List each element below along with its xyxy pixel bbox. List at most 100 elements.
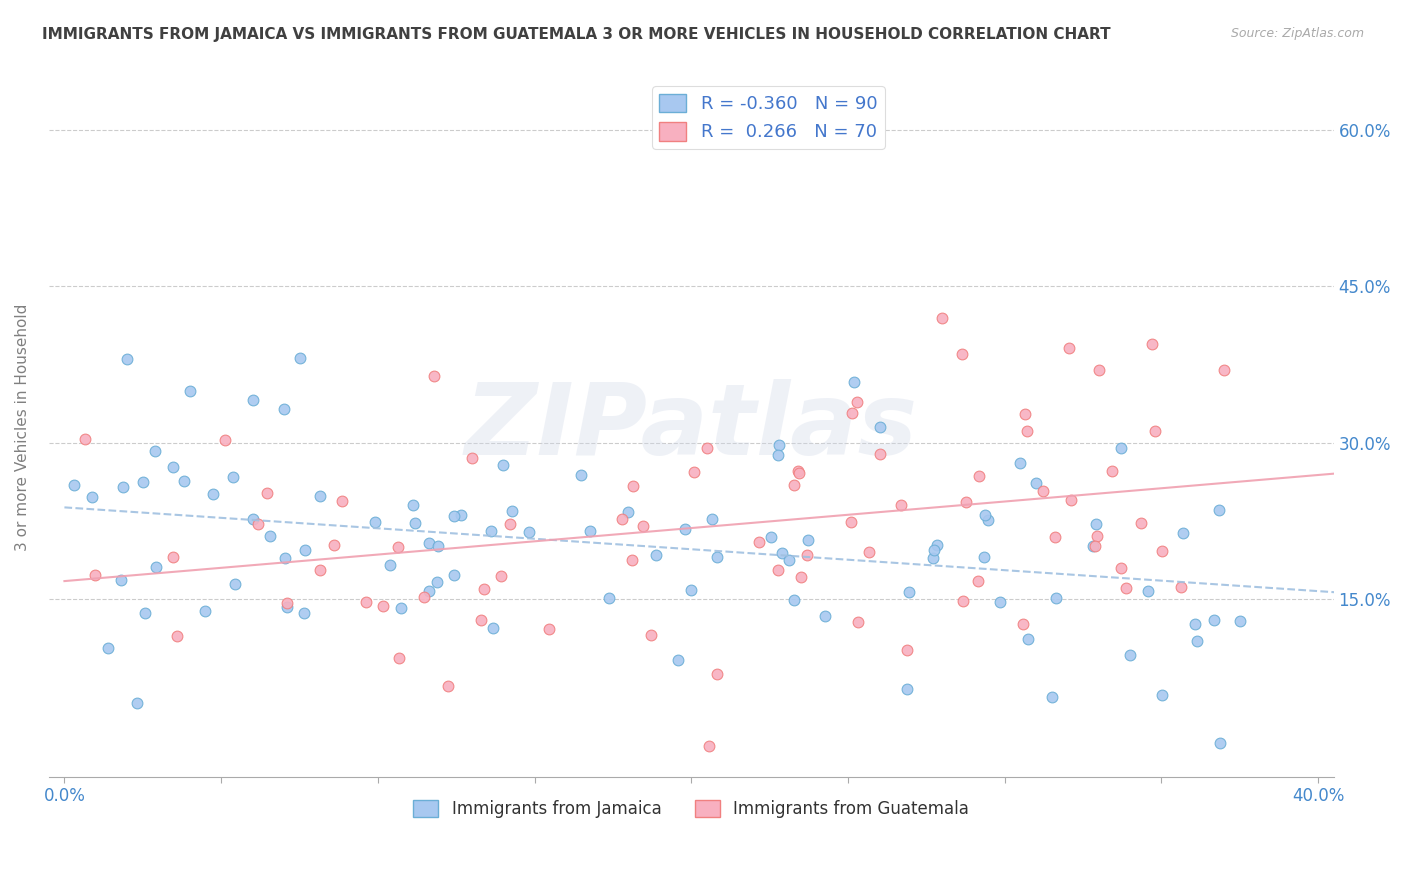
Point <box>839 515 862 529</box>
Point <box>579 524 602 538</box>
Point <box>952 594 974 608</box>
Point <box>309 563 332 577</box>
Point <box>450 508 472 522</box>
Point <box>1017 424 1039 438</box>
Point <box>413 590 436 604</box>
Point <box>846 394 869 409</box>
Point <box>422 369 444 384</box>
Point <box>1045 591 1067 606</box>
Point <box>274 551 297 566</box>
Point <box>437 679 460 693</box>
Point <box>679 582 702 597</box>
Point <box>950 347 973 361</box>
Text: ZIPatlas: ZIPatlas <box>464 378 918 475</box>
Point <box>259 529 281 543</box>
Point <box>896 682 918 697</box>
Point <box>162 550 184 565</box>
Point <box>276 599 298 614</box>
Point <box>378 558 401 573</box>
Point <box>402 499 425 513</box>
Point <box>787 464 810 478</box>
Point <box>247 516 270 531</box>
Point <box>977 513 1000 527</box>
Point <box>955 495 977 509</box>
Point <box>783 477 806 491</box>
Point <box>256 485 278 500</box>
Point <box>145 560 167 574</box>
Point <box>1060 493 1083 508</box>
Point <box>1152 544 1174 558</box>
Point <box>787 466 810 480</box>
Point <box>1119 648 1142 663</box>
Point <box>796 548 818 562</box>
Point <box>489 569 512 583</box>
Point <box>330 494 353 508</box>
Text: Source: ZipAtlas.com: Source: ZipAtlas.com <box>1230 27 1364 40</box>
Point <box>125 696 148 710</box>
Point <box>1085 516 1108 531</box>
Point <box>1111 441 1133 455</box>
Point <box>967 574 990 588</box>
Point <box>517 524 540 539</box>
Point <box>323 538 346 552</box>
Point <box>783 593 806 607</box>
Point <box>1129 516 1152 531</box>
Point <box>479 524 502 538</box>
Legend: Immigrants from Jamaica, Immigrants from Guatemala: Immigrants from Jamaica, Immigrants from… <box>406 793 976 824</box>
Point <box>373 599 395 613</box>
Point <box>931 310 953 325</box>
Point <box>666 653 689 667</box>
Point <box>1115 581 1137 595</box>
Point <box>1184 617 1206 632</box>
Point <box>925 538 948 552</box>
Point <box>640 628 662 642</box>
Point <box>389 601 412 615</box>
Point <box>224 577 246 591</box>
Point <box>97 640 120 655</box>
Point <box>922 543 945 558</box>
Point <box>166 629 188 643</box>
Point <box>617 505 640 519</box>
Point <box>162 459 184 474</box>
Point <box>132 475 155 490</box>
Point <box>173 474 195 488</box>
Point <box>1043 530 1066 544</box>
Point <box>1040 690 1063 704</box>
Point <box>869 420 891 434</box>
Point <box>858 545 880 559</box>
Point <box>748 535 770 549</box>
Point <box>214 433 236 447</box>
Point <box>644 548 666 562</box>
Point <box>145 443 167 458</box>
Point <box>492 458 515 472</box>
Point <box>364 515 387 529</box>
Point <box>387 540 409 554</box>
Point <box>242 512 264 526</box>
Point <box>418 584 440 599</box>
Point <box>308 489 330 503</box>
Point <box>194 604 217 618</box>
Point <box>1185 634 1208 648</box>
Point <box>292 606 315 620</box>
Point <box>1136 584 1159 599</box>
Point <box>1057 341 1080 355</box>
Point <box>1173 526 1195 541</box>
Point <box>472 582 495 597</box>
Point <box>841 406 863 420</box>
Point <box>388 651 411 665</box>
Point <box>973 508 995 523</box>
Point <box>470 614 492 628</box>
Point <box>1087 363 1109 377</box>
Point <box>290 351 312 365</box>
Point <box>1208 736 1230 750</box>
Point <box>201 487 224 501</box>
Point <box>890 498 912 512</box>
Point <box>768 438 790 452</box>
Point <box>418 536 440 550</box>
Point <box>766 448 789 462</box>
Point <box>179 384 201 398</box>
Point <box>1208 503 1230 517</box>
Point <box>1085 529 1108 543</box>
Point <box>354 594 377 608</box>
Y-axis label: 3 or more Vehicles in Household: 3 or more Vehicles in Household <box>15 303 30 551</box>
